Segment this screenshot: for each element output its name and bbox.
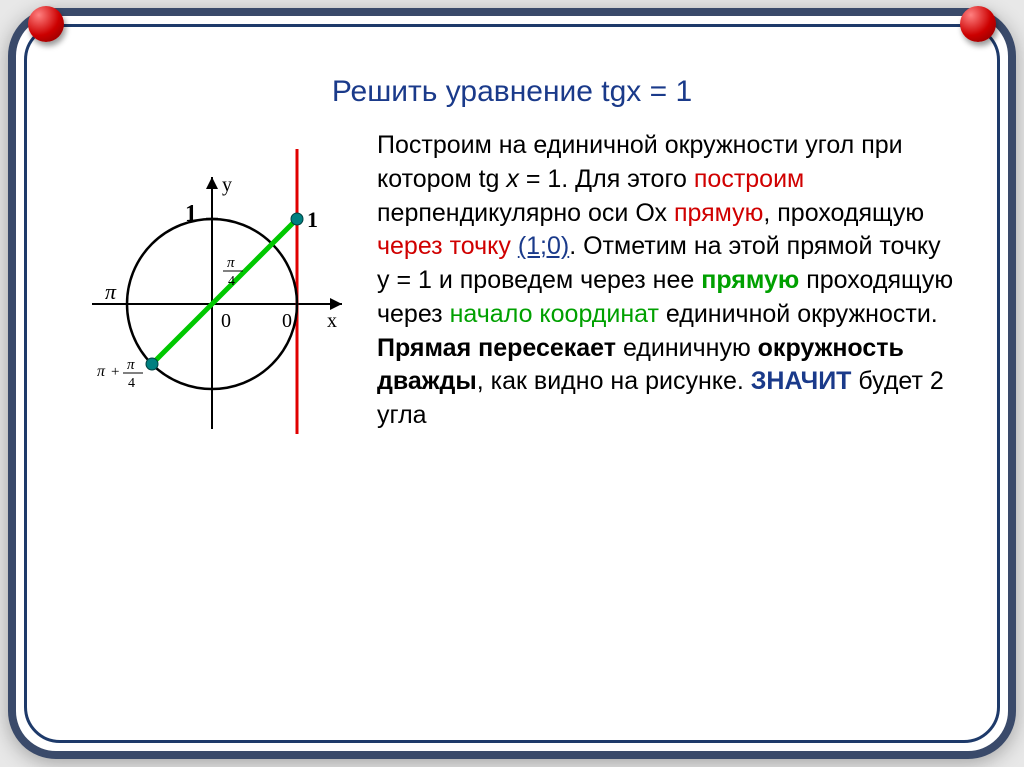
t-p6b: единичную bbox=[616, 334, 758, 362]
unit-circle-diagram: y x 0 0 1 1 π π 4 π + bbox=[67, 129, 357, 439]
svg-text:4: 4 bbox=[128, 376, 135, 391]
t-p3b: , проходящую bbox=[763, 199, 924, 227]
point-upper bbox=[291, 213, 303, 225]
label-pi: π bbox=[105, 279, 117, 304]
t-p5d: единичной окружности. bbox=[659, 300, 938, 328]
label-origin: 0 bbox=[221, 310, 231, 332]
t-p7b: , как видно на рисунке. bbox=[477, 367, 751, 395]
svg-text:π: π bbox=[97, 363, 106, 380]
label-pi-plus-pi-over-4: π + π 4 bbox=[97, 357, 143, 391]
content-frame: Решить уравнение tgх = 1 bbox=[24, 24, 1000, 743]
svg-text:π: π bbox=[127, 357, 135, 373]
whiteboard-frame: Решить уравнение tgх = 1 bbox=[8, 8, 1016, 759]
diagram-svg: y x 0 0 1 1 π π 4 π + bbox=[67, 129, 357, 439]
label-x: x bbox=[327, 310, 337, 332]
label-y: y bbox=[222, 174, 232, 196]
svg-text:4: 4 bbox=[228, 274, 235, 289]
pushpin-left-icon bbox=[24, 6, 68, 50]
t-p2b: перпендикулярно оси Ох bbox=[377, 199, 674, 227]
page-title: Решить уравнение tgх = 1 bbox=[67, 75, 957, 109]
t-p2a: построим bbox=[694, 165, 804, 193]
x-axis-arrow bbox=[330, 298, 342, 310]
svg-text:+: + bbox=[111, 364, 119, 380]
t-p5c: начало координат bbox=[450, 300, 659, 328]
label-one-right: 1 bbox=[307, 207, 318, 232]
content-row: y x 0 0 1 1 π π 4 π + bbox=[67, 129, 957, 439]
explanation-text: Построим на единичной окружности угол пр… bbox=[377, 129, 957, 433]
t-p6a: Прямая пересекает bbox=[377, 334, 616, 362]
point-lower bbox=[146, 358, 158, 370]
t-p3a: прямую bbox=[674, 199, 763, 227]
t-p1b: x bbox=[506, 165, 519, 193]
t-p5a: прямую bbox=[701, 266, 799, 294]
t-p1c: = 1. Для этого bbox=[519, 165, 694, 193]
pushpin-right-icon bbox=[956, 6, 1000, 50]
solution-line bbox=[152, 219, 297, 364]
t-p8a: ЗНАЧИТ bbox=[751, 367, 852, 395]
svg-text:π: π bbox=[227, 255, 235, 271]
t-p3c: через точку bbox=[377, 232, 518, 260]
label-one-top: 1 bbox=[185, 201, 197, 227]
y-axis-arrow bbox=[206, 177, 218, 189]
t-p4a: (1;0) bbox=[518, 232, 569, 260]
label-pi-over-4: π 4 bbox=[223, 255, 243, 289]
label-tangent-origin: 0 bbox=[282, 310, 292, 332]
